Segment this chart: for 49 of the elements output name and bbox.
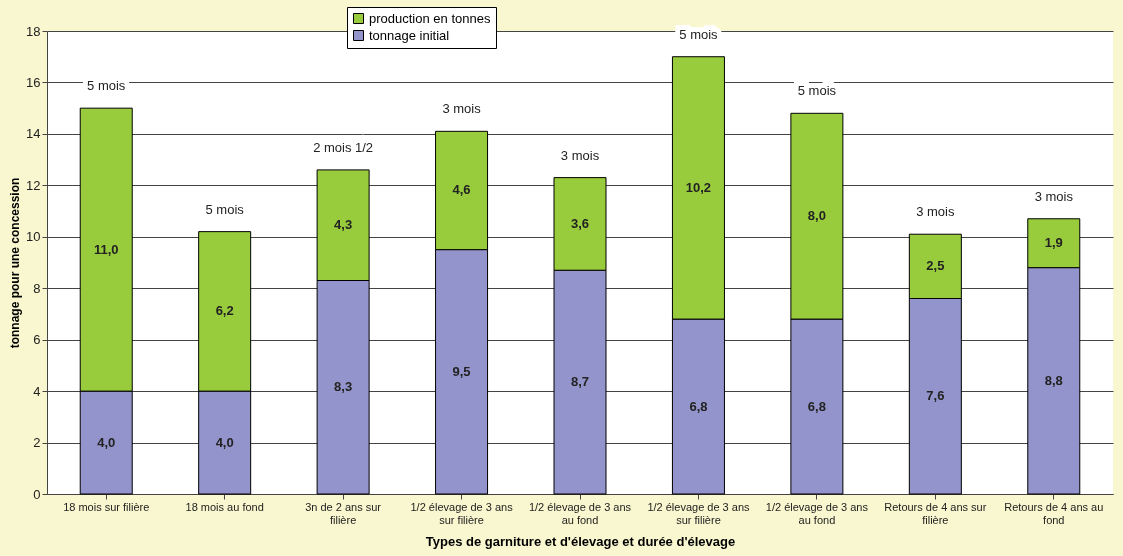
data-label: 8,7	[570, 374, 590, 390]
annotation: 3 mois	[916, 204, 955, 220]
annotation: 5 mois	[87, 78, 126, 94]
x-tick-label: 1/2 élevage de 3 ans sur filière	[647, 500, 751, 526]
y-tick-label: 16	[26, 74, 41, 90]
x-tick-label: 1/2 élevage de 3 ans au fond	[528, 500, 632, 526]
data-label: 11,0	[93, 241, 119, 257]
y-tick-label: 2	[33, 435, 41, 451]
annotation: 3 mois	[560, 147, 600, 163]
annotation: 3 mois	[1034, 188, 1074, 204]
data-label: 8,0	[807, 208, 826, 224]
x-tick-label: 1/2 élevage de 3 ans sur filière	[410, 500, 514, 526]
data-label: 8,8	[1044, 372, 1063, 388]
y-tick-label: 8	[33, 280, 41, 296]
y-tick-label: 12	[26, 177, 41, 193]
x-tick-label: Retours de 4 ans sur filière	[884, 500, 987, 526]
data-label: 6,8	[807, 398, 826, 414]
y-tick-label: 18	[26, 23, 41, 39]
data-label: 9,5	[452, 363, 471, 379]
legend-label: production en tonnes	[369, 10, 491, 26]
legend-label: tonnage initial	[369, 27, 450, 43]
data-label: 10,2	[685, 179, 712, 195]
annotation: 5 mois	[797, 83, 837, 99]
y-tick-label: 14	[26, 126, 41, 142]
x-tick-label: 18 mois sur filière	[63, 500, 150, 513]
data-label: 7,6	[926, 388, 945, 404]
y-tick-label: 0	[33, 486, 41, 502]
data-label: 1,9	[1044, 235, 1063, 251]
annotation: 3 mois	[442, 101, 482, 117]
y-axis-title: tonnage pour une concession	[8, 177, 23, 349]
data-label: 2,5	[926, 258, 945, 274]
x-tick-label: 1/2 élevage de 3 ans au fond	[765, 500, 869, 526]
x-tick-label: 3n de 2 ans sur filière	[305, 500, 382, 526]
annotation: 5 mois	[205, 201, 245, 217]
annotation: 2 mois 1/2	[313, 139, 374, 155]
x-axis-title: Types de garniture et d'élevage et durée d'élevage	[425, 533, 736, 549]
y-tick-label: 4	[33, 383, 41, 399]
data-label: 4,0	[97, 434, 116, 450]
data-label: 6,2	[215, 303, 234, 319]
data-label: 4,3	[334, 217, 353, 233]
x-tick-label: 18 mois au fond	[185, 500, 264, 513]
data-label: 8,3	[334, 379, 353, 395]
data-label: 4,0	[215, 434, 234, 450]
y-tick-label: 10	[26, 229, 41, 245]
x-tick-label: Retours de 4 ans au fond	[1004, 500, 1104, 526]
data-label: 4,6	[452, 182, 471, 198]
y-tick-label: 6	[33, 332, 41, 348]
data-label: 3,6	[570, 215, 590, 231]
data-label: 6,8	[689, 398, 708, 414]
